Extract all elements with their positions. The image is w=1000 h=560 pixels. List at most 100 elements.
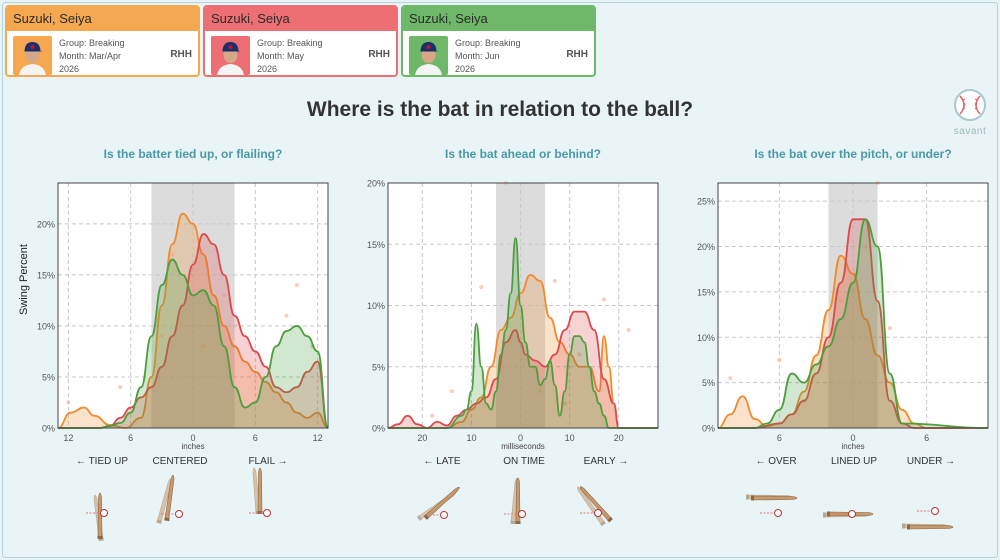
y-tick-label: 15%	[37, 270, 55, 280]
player-meta: Group: Breaking Month: May 2026	[257, 37, 323, 75]
bat-icon	[257, 467, 263, 514]
bat-knob	[97, 536, 103, 539]
y-tick-label: 10%	[37, 321, 55, 331]
bat-icon	[579, 486, 613, 523]
scatter-point	[201, 344, 206, 349]
series-line-3	[718, 218, 989, 429]
x-axis-label: milliseconds	[501, 442, 545, 451]
bat-barrel	[579, 486, 612, 522]
zone-label: ON TIME	[503, 456, 545, 467]
player-meta: Group: Breaking Month: Jun 2026	[455, 37, 521, 75]
y-tick-label: 10%	[697, 333, 715, 343]
series-line-1	[57, 212, 329, 429]
year-label: 2026	[257, 64, 278, 74]
baseball-icon	[263, 509, 271, 517]
scatter-point	[552, 279, 557, 283]
bat-knob	[156, 519, 162, 524]
x-tick-label: 10	[565, 433, 575, 443]
group-label: Group: Breaking	[257, 38, 323, 48]
bat-icon	[576, 486, 606, 527]
player-card-3[interactable]: Suzuki, Seiya Group: Breaking Month: Jun…	[401, 5, 596, 77]
series-area-1	[718, 255, 988, 428]
scatter-point	[602, 297, 606, 302]
y-tick-label: 15%	[697, 287, 715, 297]
bat-knob	[902, 523, 905, 529]
zone-label: ← OVER	[755, 456, 797, 467]
bat-barrel	[97, 492, 103, 538]
series-line-2	[58, 233, 329, 429]
zone-label: ← TIED UP	[75, 456, 129, 467]
bat-knob	[515, 521, 521, 524]
group-label: Group: Breaking	[59, 38, 125, 48]
y-tick-label: 0%	[42, 424, 55, 434]
x-tick-label: 10	[466, 433, 476, 443]
player-card-2[interactable]: Suzuki, Seiya Group: Breaking Month: May…	[203, 5, 398, 77]
bat-icon	[751, 495, 798, 501]
scatter-point	[294, 283, 299, 288]
series-area-3	[718, 219, 988, 428]
bat-knob	[907, 524, 910, 530]
zone-label: EARLY →	[583, 456, 629, 467]
scatter-point	[479, 285, 484, 290]
series-line-2	[387, 310, 658, 429]
bat-knob	[827, 511, 830, 517]
baseball-icon	[100, 509, 108, 517]
batter-hand: RHH	[566, 49, 588, 60]
x-tick-label: 0	[190, 433, 195, 443]
bat-icon	[164, 474, 175, 522]
bat-barrel	[424, 486, 460, 519]
baseball-icon	[774, 509, 782, 517]
scatter-point	[863, 244, 868, 249]
x-tick-label: 20	[614, 433, 624, 443]
scatter-point	[777, 357, 782, 362]
player-name: Suzuki, Seiya	[205, 7, 396, 31]
bat-icon	[907, 524, 954, 530]
y-tick-label: 0%	[372, 424, 385, 434]
series-line-3	[58, 258, 329, 429]
year-label: 2026	[455, 64, 476, 74]
scatter-point	[538, 389, 543, 394]
chart-panel-3: 0% 5% 10% 15% 20% 25% 6 0 6 inches	[697, 181, 989, 451]
y-tick-label: 25%	[697, 197, 715, 207]
chart-panel-1: 0% 5% 10% 15% 20% 12 6 0 6 12 inches	[37, 182, 329, 451]
scatter-point	[66, 400, 71, 405]
player-meta: Group: Breaking Month: Mar/Apr 2026	[59, 37, 125, 75]
bat-icon	[97, 492, 103, 539]
scatter-point	[430, 413, 435, 418]
bat-barrel	[576, 486, 605, 525]
series-area-2	[718, 219, 988, 428]
y-tick-label: 10%	[367, 301, 385, 311]
bat-knob	[416, 514, 423, 521]
plot-border	[387, 182, 659, 429]
bat-barrel	[257, 467, 263, 513]
savant-logo[interactable]: savant	[948, 87, 992, 137]
series-line-1	[388, 273, 658, 429]
chart-1-title: Is the batter tied up, or flailing?	[103, 147, 283, 161]
scatter-point	[728, 376, 733, 381]
bat-illustrations	[86, 467, 954, 542]
baseball-icon	[954, 89, 986, 121]
scatter-point	[170, 252, 175, 257]
player-card-1[interactable]: Suzuki, Seiya Group: Breaking Month: Mar…	[5, 5, 200, 77]
bat-knob	[823, 512, 826, 518]
baseball-icon	[848, 510, 856, 518]
savant-label: savant	[953, 126, 987, 137]
x-tick-label: 6	[924, 433, 929, 443]
y-tick-label: 5%	[42, 372, 55, 382]
player-name: Suzuki, Seiya	[7, 7, 198, 31]
chart-3-title: Is the bat over the pitch, or under?	[754, 147, 952, 161]
bat-barrel	[164, 474, 175, 520]
scatter-point	[222, 293, 227, 298]
y-tick-label: 20%	[697, 242, 715, 252]
plot-border	[57, 182, 329, 429]
year-label: 2026	[59, 64, 80, 74]
y-tick-label: 20%	[367, 179, 385, 189]
y-tick-label: 5%	[702, 378, 715, 388]
bat-barrel	[908, 524, 954, 530]
bat-knob	[607, 516, 613, 523]
bat-knob	[164, 517, 170, 522]
page-title: Where is the bat in relation to the ball…	[306, 98, 694, 121]
bat-barrel	[515, 477, 521, 523]
zone-label: UNDER →	[906, 456, 956, 467]
batter-hand: RHH	[368, 49, 390, 60]
